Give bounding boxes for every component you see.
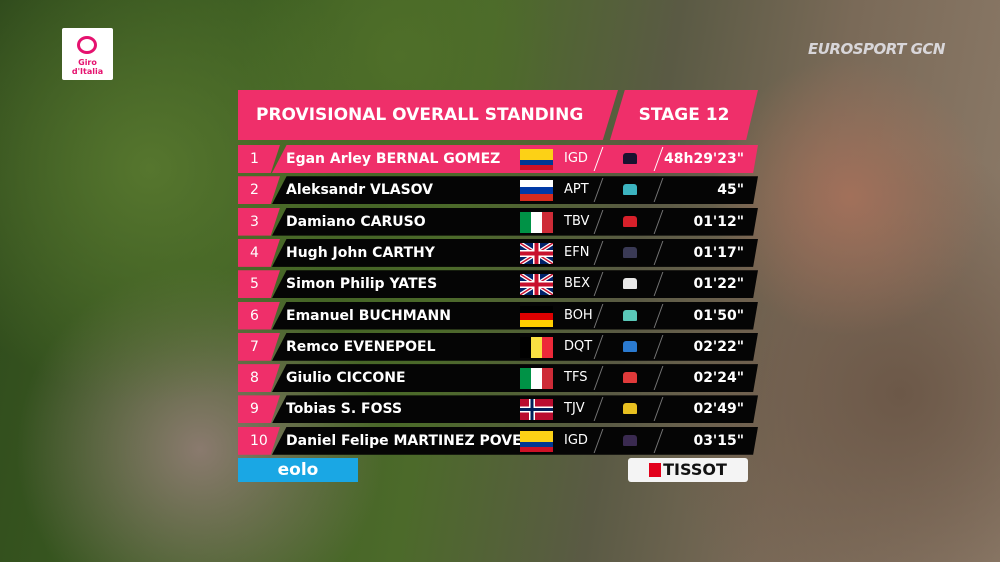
giro-logo-text: Giro d'Italia	[71, 58, 104, 76]
standings-row: 7 Remco EVENEPOEL DQT 02'22"	[238, 332, 758, 361]
team-jersey-icon	[623, 434, 637, 446]
team-code: APT	[564, 182, 589, 198]
rider-name: Remco EVENEPOEL	[286, 338, 436, 355]
bike-icon	[77, 36, 97, 54]
uk-flag-icon	[520, 242, 553, 264]
row-bar	[272, 395, 758, 424]
row-bar	[272, 176, 758, 205]
team-jersey-icon	[623, 184, 637, 196]
stage-label: STAGE 12	[610, 90, 758, 140]
gap-time: 02'49"	[693, 401, 744, 418]
sponsor-tissot-logo: TISSOT	[628, 458, 748, 482]
rider-name: Emanuel BUCHMANN	[286, 307, 451, 324]
team-code: BOH	[564, 307, 593, 323]
gap-time: 01'17"	[693, 244, 744, 261]
row-bar	[272, 270, 758, 299]
gap-time: 02'24"	[693, 370, 744, 387]
italy-flag-icon	[520, 368, 553, 390]
norway-flag-icon	[520, 399, 553, 421]
standings-row: 4 Hugh John CARTHY EFN 01'17"	[238, 238, 758, 267]
italy-flag-icon	[520, 211, 553, 233]
rank: 3	[238, 207, 280, 236]
uk-flag-icon	[520, 274, 553, 296]
row-bar	[272, 426, 758, 455]
team-jersey-icon	[623, 309, 637, 321]
rank: 10	[238, 426, 280, 455]
team-jersey-icon	[623, 403, 637, 415]
network-logo: EUROSPORT GCN	[808, 40, 945, 58]
rider-name: Tobias S. FOSS	[286, 401, 403, 418]
standings-row: 3 Damiano CARUSO TBV 01'12"	[238, 207, 758, 236]
gap-time: 01'12"	[693, 213, 744, 230]
tissot-cross-icon	[649, 463, 662, 477]
team-code: TJV	[564, 401, 585, 417]
team-code: IGD	[564, 432, 588, 448]
sponsor-eolo-logo: eolo	[238, 458, 358, 482]
row-bar	[272, 301, 758, 330]
rank: 9	[238, 395, 280, 424]
colombia-flag-icon	[520, 430, 553, 452]
team-code: BEX	[564, 276, 591, 292]
team-code: TFS	[564, 370, 588, 386]
rank: 7	[238, 332, 280, 361]
standings-row: 8 Giulio CICCONE TFS 02'24"	[238, 364, 758, 393]
gap-time: 01'22"	[693, 276, 744, 293]
colombia-flag-icon	[520, 149, 553, 170]
rider-name: Giulio CICCONE	[286, 370, 406, 387]
gap-time: 45"	[717, 182, 744, 199]
team-code: TBV	[564, 213, 590, 229]
rank: 2	[238, 176, 280, 205]
rank: 1	[238, 145, 280, 173]
team-jersey-icon	[623, 215, 637, 227]
germany-flag-icon	[520, 305, 553, 327]
team-jersey-icon	[623, 246, 637, 258]
russia-flag-icon	[520, 180, 553, 202]
team-jersey-icon	[623, 340, 637, 352]
standings-row: 6 Emanuel BUCHMANN BOH 01'50"	[238, 301, 758, 330]
rank: 4	[238, 238, 280, 267]
rank: 5	[238, 270, 280, 299]
row-bar	[272, 207, 758, 236]
standings-row: 2 Aleksandr VLASOV APT 45"	[238, 176, 758, 205]
team-code: IGD	[564, 151, 588, 166]
standings-row: 10 Daniel Felipe MARTINEZ POVEDA IGD 03'…	[238, 426, 758, 455]
rider-name: Aleksandr VLASOV	[286, 182, 434, 199]
team-jersey-icon	[623, 372, 637, 384]
rank: 6	[238, 301, 280, 330]
rider-name: Simon Philip YATES	[286, 276, 438, 293]
standings-title: PROVISIONAL OVERALL STANDING	[238, 90, 618, 140]
giro-logo: Giro d'Italia	[62, 28, 113, 80]
gap-time: 02'22"	[693, 338, 744, 355]
team-code: DQT	[564, 338, 593, 354]
standings-header: PROVISIONAL OVERALL STANDING STAGE 12	[238, 90, 758, 140]
team-jersey-icon	[623, 153, 637, 164]
rank: 8	[238, 364, 280, 393]
gap-time: 03'15"	[693, 432, 744, 449]
rider-name: Daniel Felipe MARTINEZ POVEDA	[286, 432, 545, 449]
gap-time: 48h29'23"	[664, 151, 744, 167]
rider-name: Damiano CARUSO	[286, 213, 426, 230]
row-bar	[272, 332, 758, 361]
row-bar	[272, 145, 758, 173]
row-bar	[272, 238, 758, 267]
standings-row: 1 Egan Arley BERNAL GOMEZ IGD 48h29'23"	[238, 145, 758, 173]
team-jersey-icon	[623, 278, 637, 290]
rider-name: Egan Arley BERNAL GOMEZ	[286, 151, 501, 167]
row-bar	[272, 364, 758, 393]
tissot-text: TISSOT	[663, 460, 727, 479]
standings-row: 5 Simon Philip YATES BEX 01'22"	[238, 270, 758, 299]
standings-row: 9 Tobias S. FOSS TJV 02'49"	[238, 395, 758, 424]
gap-time: 01'50"	[693, 307, 744, 324]
team-code: EFN	[564, 244, 590, 260]
rider-name: Hugh John CARTHY	[286, 244, 435, 261]
belgium-flag-icon	[520, 336, 553, 358]
